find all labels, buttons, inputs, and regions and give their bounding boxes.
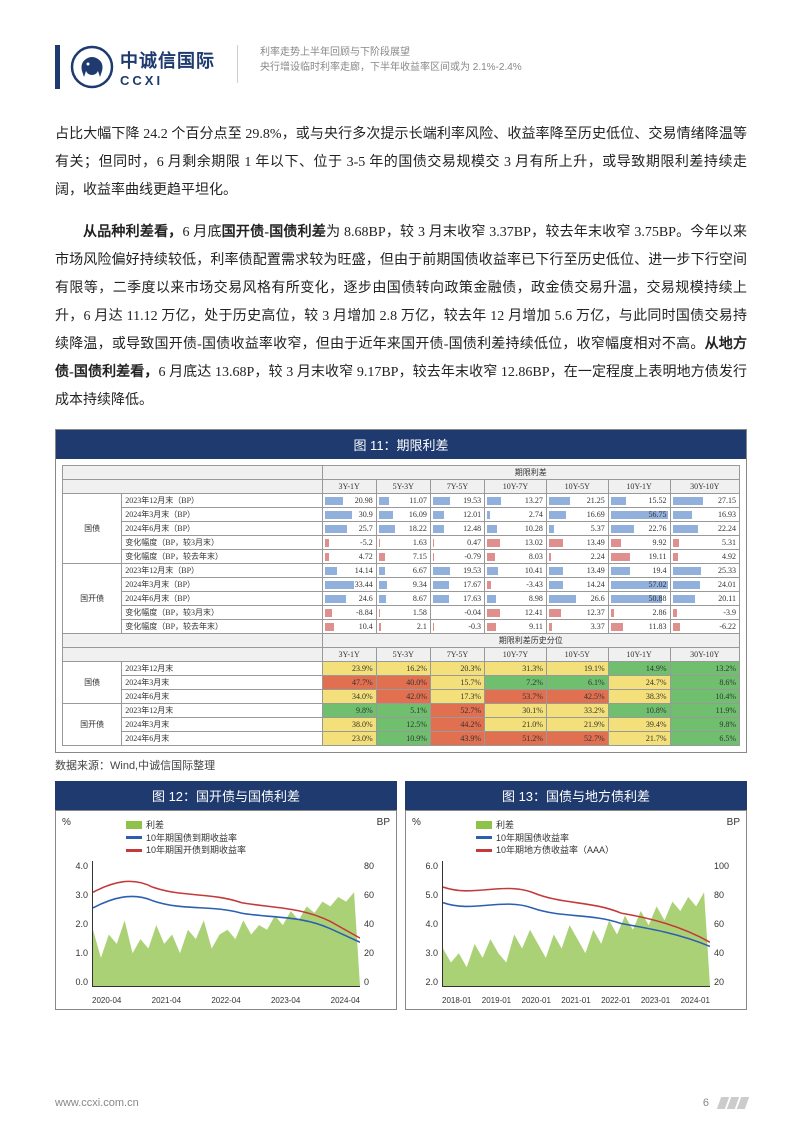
paragraph-2: 从品种利差看，6 月底国开债-国债利差为 8.68BP，较 3 月末收窄 3.3… <box>55 219 747 415</box>
page-container: 中诚信国际 CCXI 利率走势上半年回顾与下阶段展望 央行增设临时利率走廊，下半… <box>0 0 802 1133</box>
header-divider <box>237 45 238 83</box>
p2-lead: 从品种利差看， <box>83 225 183 240</box>
header-subtitle: 利率走势上半年回顾与下阶段展望 央行增设临时利率走廊，下半年收益率区间或为 2.… <box>260 45 522 75</box>
chart-12-area: %BP利差10年期国债到期收益率10年期国开债到期收益率4.03.02.01.0… <box>55 810 397 1010</box>
figure-13: 图 13：国债与地方债利差 %BP利差10年期国债收益率10年期地方债收益率（A… <box>405 781 747 1010</box>
body-text: 占比大幅下降 24.2 个百分点至 29.8%，或与央行多次提示长端利率风险、收… <box>55 121 747 415</box>
figure-13-title: 图 13：国债与地方债利差 <box>405 781 747 810</box>
footer-url: www.ccxi.com.cn <box>55 1097 139 1109</box>
page-number: 6 <box>703 1097 709 1109</box>
p2-rest: 为 8.68BP，较 3 月末收窄 3.37BP，较去年末收窄 3.75BP。今… <box>55 225 747 352</box>
page-header: 中诚信国际 CCXI 利率走势上半年回顾与下阶段展望 央行增设临时利率走廊，下半… <box>55 45 747 89</box>
logo-text-en: CCXI <box>120 73 215 88</box>
paragraph-1: 占比大幅下降 24.2 个百分点至 29.8%，或与央行多次提示长端利率风险、收… <box>55 121 747 205</box>
chart-13-area: %BP利差10年期国债收益率10年期地方债收益率（AAA）6.05.04.03.… <box>405 810 747 1010</box>
figure-11-title: 图 11：期限利差 <box>56 430 746 459</box>
figure-12-title: 图 12：国开债与国债利差 <box>55 781 397 810</box>
chart-row: 图 12：国开债与国债利差 %BP利差10年期国债到期收益率10年期国开债到期收… <box>55 781 747 1010</box>
header-sub-line2: 央行增设临时利率走廊，下半年收益率区间或为 2.1%-2.4% <box>260 60 522 75</box>
term-spread-table: 期限利差3Y-1Y5Y-3Y7Y-5Y10Y-7Y10Y-5Y10Y-1Y30Y… <box>62 465 740 746</box>
p2-body: 6 月底 <box>183 225 222 240</box>
figure-12: 图 12：国开债与国债利差 %BP利差10年期国债到期收益率10年期国开债到期收… <box>55 781 397 1010</box>
footer-stripes-icon <box>719 1097 747 1109</box>
page-footer: www.ccxi.com.cn 6 <box>55 1097 747 1109</box>
logo: 中诚信国际 CCXI <box>70 45 215 89</box>
logo-text-cn: 中诚信国际 <box>120 47 215 73</box>
p2-tail: 6 月底达 13.68P，较 3 月末收窄 9.17BP，较去年末收窄 12.8… <box>55 365 747 408</box>
data-source: 数据来源：Wind,中诚信国际整理 <box>55 757 747 773</box>
elephant-icon <box>70 45 114 89</box>
figure-11: 图 11：期限利差 期限利差3Y-1Y5Y-3Y7Y-5Y10Y-7Y10Y-5… <box>55 429 747 753</box>
p2-bold1: 国开债-国债利差 <box>222 225 326 240</box>
header-sub-line1: 利率走势上半年回顾与下阶段展望 <box>260 45 522 60</box>
